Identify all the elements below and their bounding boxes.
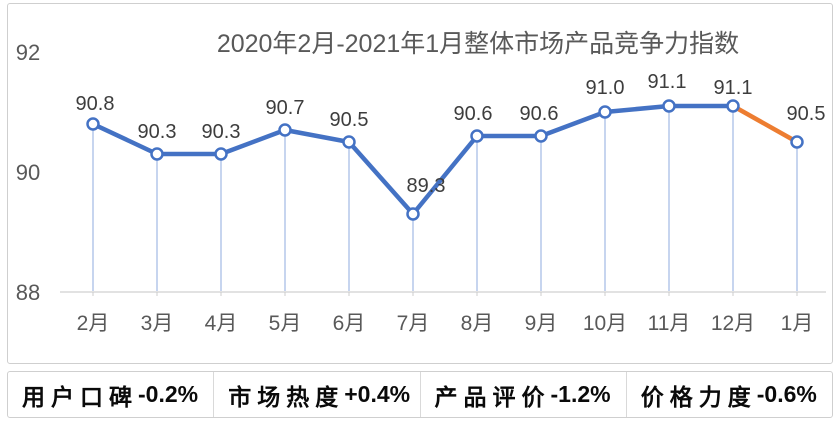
data-point-marker — [470, 129, 484, 143]
x-axis-label: 6月 — [333, 312, 366, 335]
x-axis-label: 10月 — [583, 312, 627, 335]
data-point-label: 90.8 — [76, 93, 115, 115]
series-line-last-segment — [730, 103, 800, 145]
series-line — [90, 103, 736, 217]
x-axis-label: 1月 — [781, 312, 814, 335]
data-point-label: 90.5 — [787, 103, 826, 125]
data-point-marker — [598, 105, 612, 119]
data-point-label: 91.1 — [714, 77, 753, 99]
metric-label: 市场热度 — [228, 383, 345, 410]
data-point-label: 91.1 — [648, 71, 687, 93]
metric-value: +0.4% — [344, 381, 411, 407]
chart-card: 90.8 90.3 90.3 90.7 90.5 89.3 90.6 90.6 91.0 91.1… — [7, 3, 833, 364]
metric-price-strength: 价格力度 -0.6% — [625, 372, 832, 417]
data-point-marker — [534, 129, 548, 143]
metric-value: -0.6% — [756, 381, 817, 407]
metric-value: -1.2% — [550, 381, 611, 407]
data-point-label: 90.6 — [520, 103, 559, 125]
metric-market-heat: 市场热度 +0.4% — [213, 372, 419, 417]
data-point-label: 90.7 — [266, 97, 305, 119]
metric-label: 用户口碑 — [22, 383, 138, 410]
x-axis-label: 5月 — [269, 312, 302, 335]
metric-value: -0.2% — [138, 381, 199, 407]
line-chart: 90.8 90.3 90.3 90.7 90.5 89.3 90.6 90.6 91.0 91.1… — [16, 40, 826, 335]
data-point-marker — [662, 99, 676, 113]
x-axis-label: 9月 — [525, 312, 558, 335]
metric-product-rating: 产品评价 -1.2% — [419, 372, 626, 417]
x-axis-label: 3月 — [141, 312, 174, 335]
data-point-marker — [726, 99, 740, 113]
data-point-label: 90.3 — [202, 121, 241, 143]
data-point-marker — [214, 147, 228, 161]
data-point-marker — [406, 207, 420, 221]
metrics-bar: 用户口碑 -0.2% 市场热度 +0.4% 产品评价 -1.2% 价格力度 -0… — [7, 371, 833, 418]
data-point-label: 91.0 — [586, 77, 625, 99]
y-axis-label: 88 — [16, 280, 40, 305]
metric-label: 产品评价 — [434, 383, 551, 410]
x-axis-label: 8月 — [461, 312, 494, 335]
data-point-label: 90.5 — [330, 109, 369, 131]
x-axis-label: 12月 — [711, 312, 755, 335]
data-point-label: 89.3 — [407, 175, 446, 197]
metric-label: 价格力度 — [640, 383, 757, 410]
data-point-marker — [150, 147, 164, 161]
x-axis-label: 2月 — [77, 312, 110, 335]
data-point-label: 90.6 — [454, 103, 493, 125]
y-axis-label: 92 — [16, 40, 40, 65]
y-axis-label: 90 — [16, 160, 40, 185]
data-point-label: 90.3 — [138, 121, 177, 143]
data-point-marker — [342, 135, 356, 149]
x-axis-label: 11月 — [648, 312, 691, 335]
metric-user-reputation: 用户口碑 -0.2% — [8, 372, 213, 417]
x-axis-label: 4月 — [205, 312, 238, 335]
data-point-marker — [790, 135, 804, 149]
chart-title: 2020年2月-2021年1月整体市场产品竞争力指数 — [216, 30, 740, 58]
data-point-marker — [86, 117, 100, 131]
x-axis-label: 7月 — [397, 312, 430, 335]
data-point-marker — [278, 123, 292, 137]
